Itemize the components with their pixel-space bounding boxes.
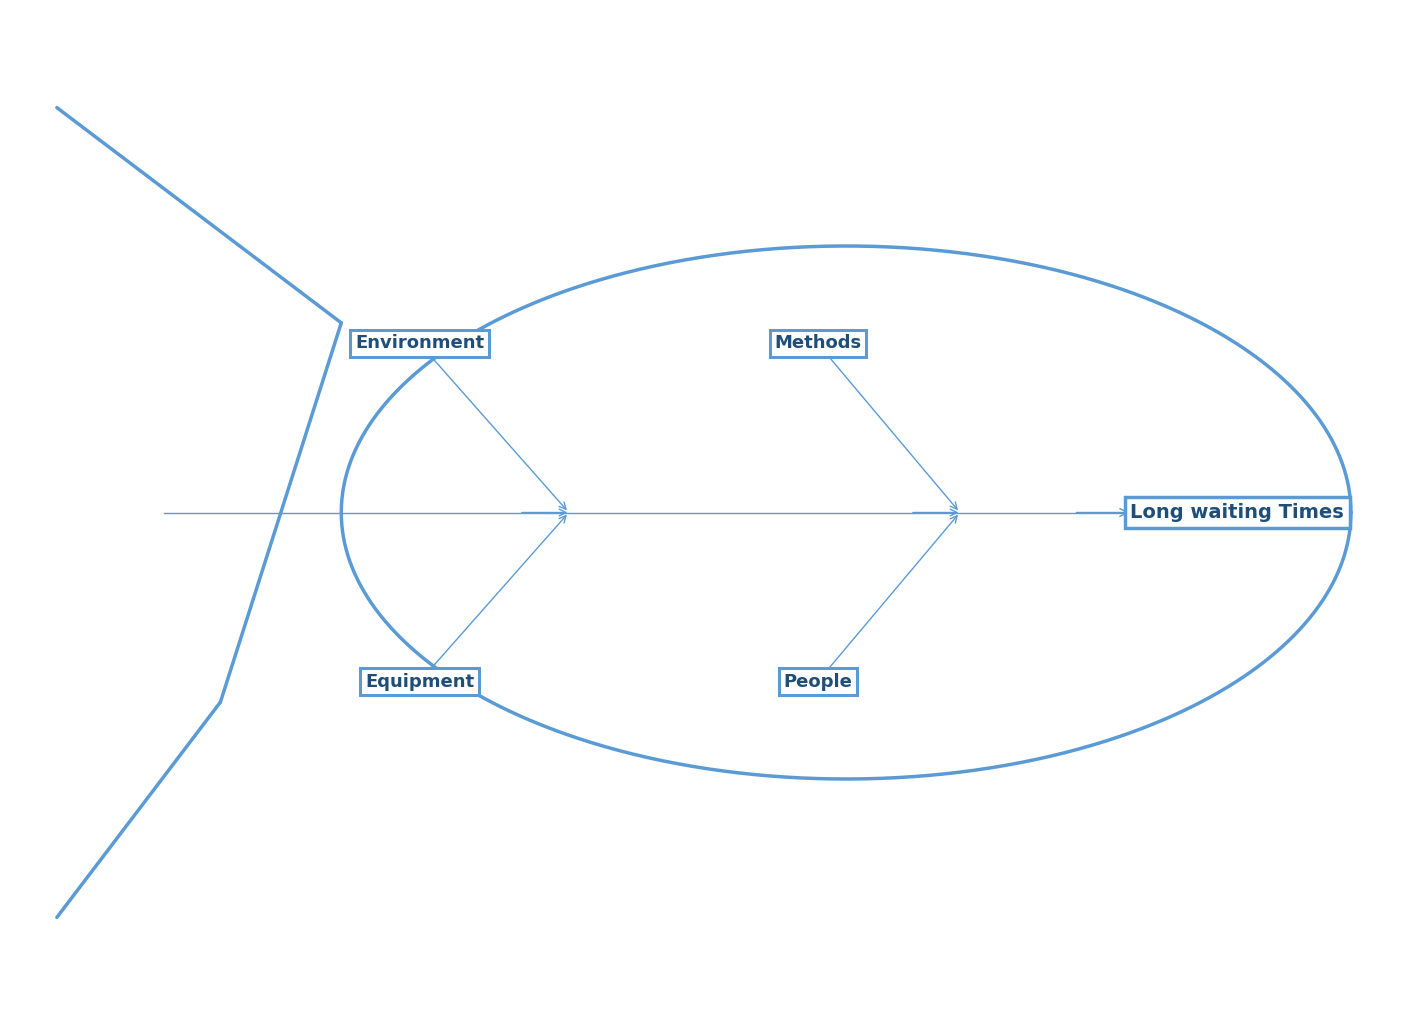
Text: Environment: Environment bbox=[356, 334, 483, 353]
Text: Long waiting Times: Long waiting Times bbox=[1130, 503, 1344, 522]
Text: People: People bbox=[784, 672, 852, 691]
Text: Equipment: Equipment bbox=[365, 672, 474, 691]
Text: Methods: Methods bbox=[774, 334, 862, 353]
